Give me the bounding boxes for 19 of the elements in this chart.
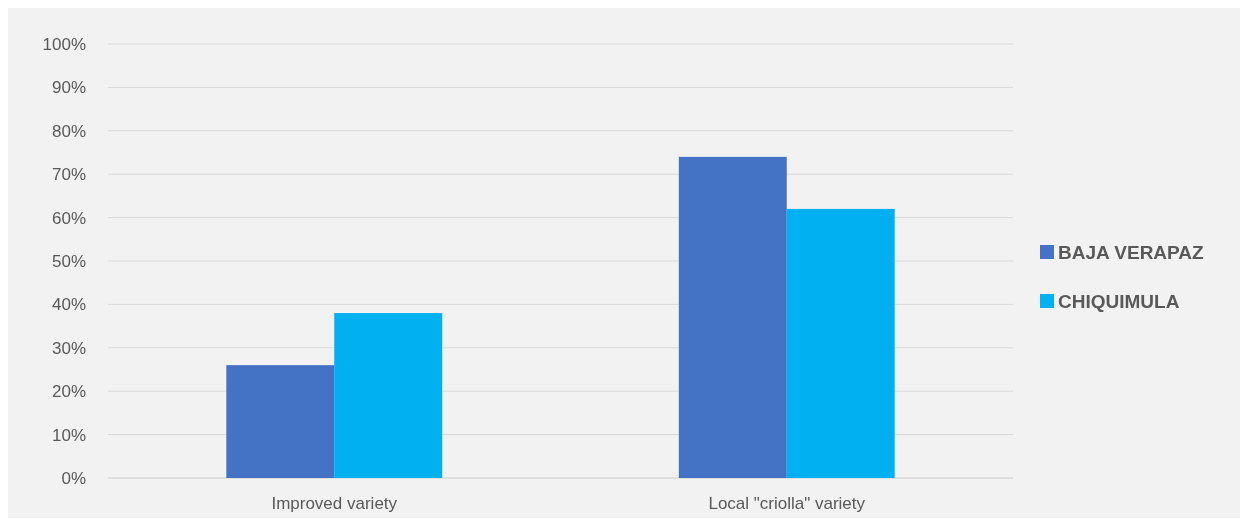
y-tick-label: 20% bbox=[51, 382, 86, 402]
y-tick-label: 90% bbox=[51, 78, 86, 98]
legend-label: CHIQUIMULA bbox=[1058, 290, 1180, 312]
y-tick-label: 60% bbox=[51, 208, 86, 228]
x-tick-label: Local "criolla" variety bbox=[708, 494, 866, 513]
y-tick-label: 70% bbox=[51, 165, 86, 185]
y-tick-label: 10% bbox=[51, 425, 86, 445]
legend-label: BAJA VERAPAZ bbox=[1058, 241, 1205, 263]
x-tick-label: Improved variety bbox=[271, 494, 398, 513]
bar bbox=[786, 208, 895, 478]
y-tick-label: 50% bbox=[51, 251, 86, 271]
bar bbox=[334, 313, 443, 478]
y-tick-label: 80% bbox=[51, 121, 86, 141]
y-tick-label: 0% bbox=[61, 468, 86, 488]
y-tick-label: 30% bbox=[51, 338, 86, 358]
bar bbox=[226, 365, 335, 478]
y-tick-label: 40% bbox=[51, 295, 86, 315]
bar bbox=[678, 156, 787, 478]
y-tick-label: 100% bbox=[42, 34, 86, 54]
